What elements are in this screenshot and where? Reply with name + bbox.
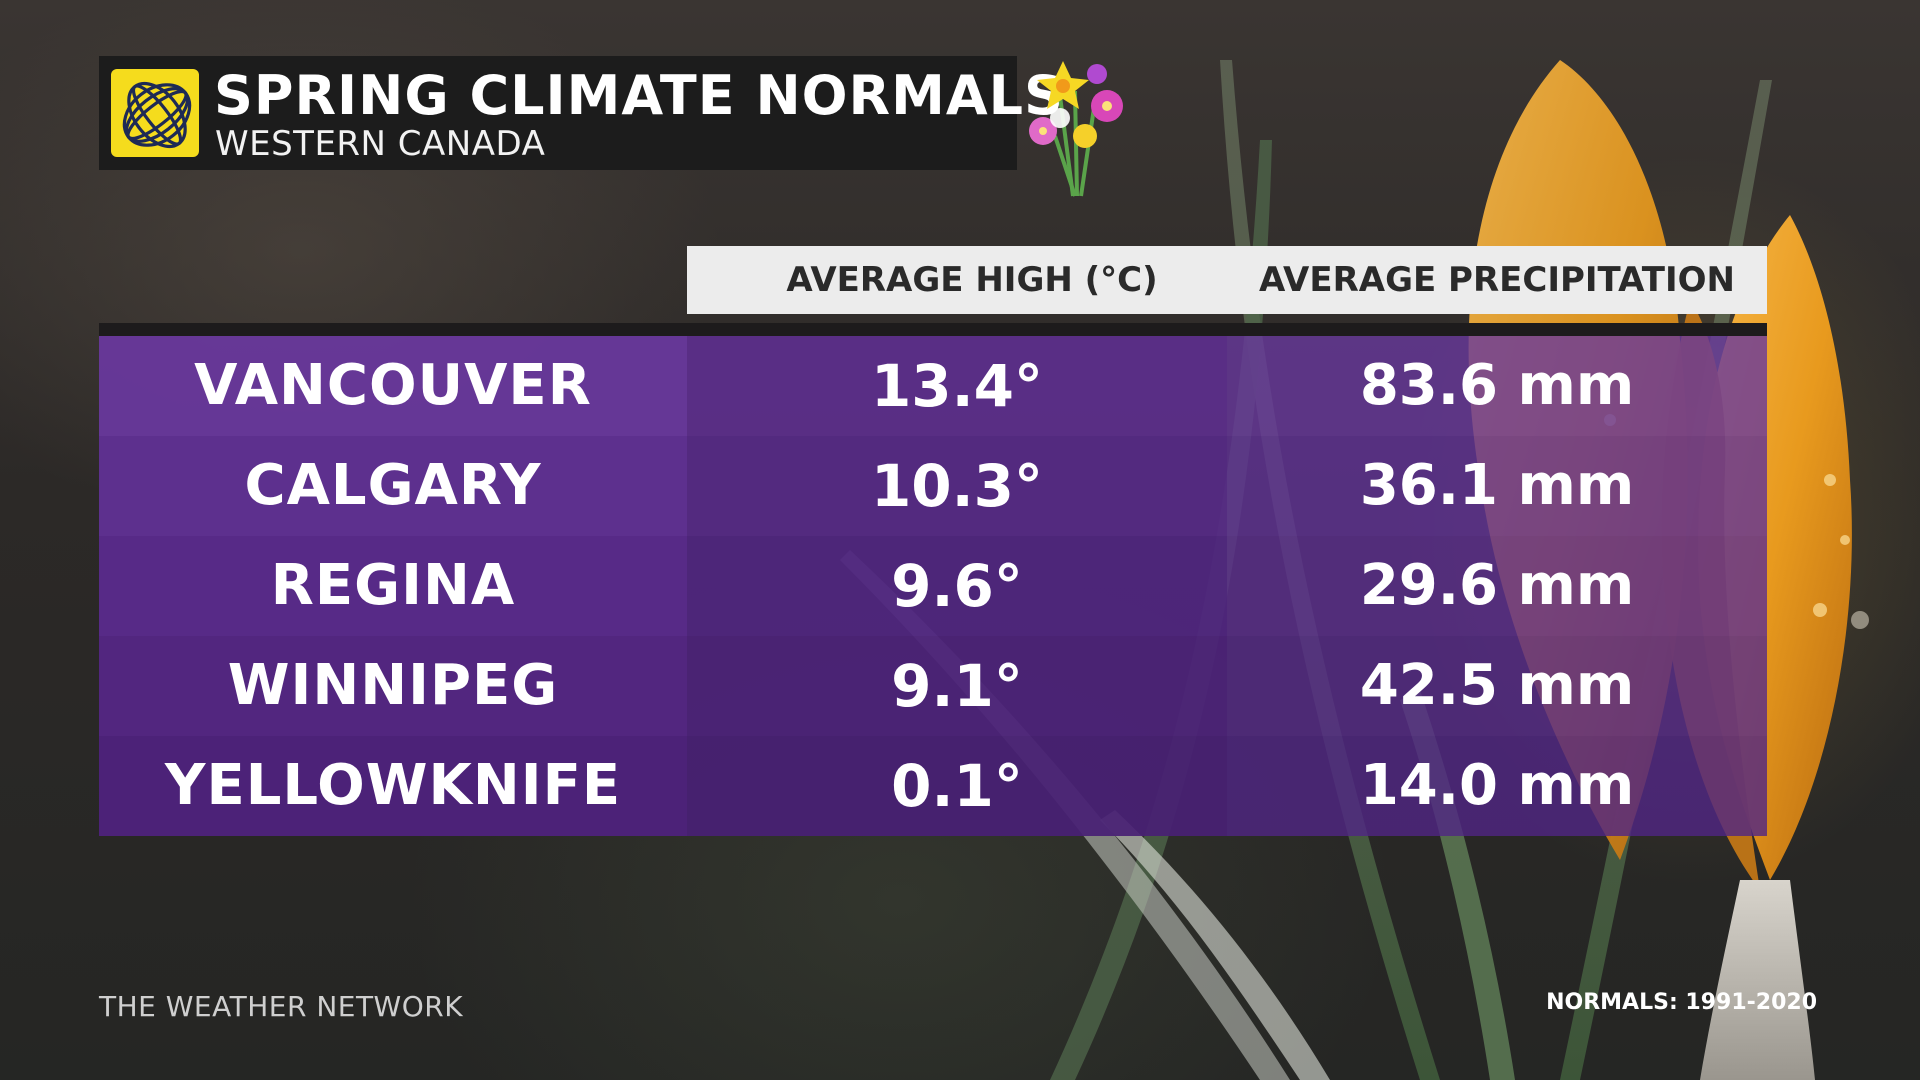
page-title: SPRING CLIMATE NORMALS: [214, 64, 1064, 127]
average-precipitation-value: 83.6 mm: [1227, 336, 1767, 436]
city-name: CALGARY: [99, 436, 687, 536]
table-row: VANCOUVER 13.4° 83.6 mm: [99, 336, 1767, 436]
average-precipitation-value: 14.0 mm: [1227, 736, 1767, 836]
average-precipitation-value: 36.1 mm: [1227, 436, 1767, 536]
weather-network-logo-icon: [111, 69, 199, 157]
average-precipitation-value: 42.5 mm: [1227, 636, 1767, 736]
table-divider: [99, 323, 1767, 336]
table-row: CALGARY 10.3° 36.1 mm: [99, 436, 1767, 536]
city-name: WINNIPEG: [99, 636, 687, 736]
average-high-value: 10.3°: [687, 436, 1227, 536]
city-name: VANCOUVER: [99, 336, 687, 436]
table-row: WINNIPEG 9.1° 42.5 mm: [99, 636, 1767, 736]
average-precipitation-value: 29.6 mm: [1227, 536, 1767, 636]
spring-flower-bouquet-icon: [1029, 61, 1123, 197]
normals-period-note: NORMALS: 1991-2020: [1546, 990, 1817, 1015]
average-high-value: 0.1°: [687, 736, 1227, 836]
page-subtitle: WESTERN CANADA: [215, 124, 546, 164]
average-high-value: 9.1°: [687, 636, 1227, 736]
column-header-average-high: AVERAGE HIGH (°C): [786, 260, 1158, 300]
city-name: YELLOWKNIFE: [99, 736, 687, 836]
average-high-value: 13.4°: [687, 336, 1227, 436]
title-banner: SPRING CLIMATE NORMALS WESTERN CANADA: [99, 56, 1063, 170]
table-header: AVERAGE HIGH (°C) AVERAGE PRECIPITATION: [687, 246, 1767, 314]
average-high-value: 9.6°: [687, 536, 1227, 636]
climate-normals-table: VANCOUVER 13.4° 83.6 mm CALGARY 10.3° 36…: [99, 336, 1767, 836]
column-header-average-precipitation: AVERAGE PRECIPITATION: [1259, 260, 1735, 300]
city-name: REGINA: [99, 536, 687, 636]
brand-footer: THE WEATHER NETWORK: [99, 990, 464, 1023]
table-row: REGINA 9.6° 29.6 mm: [99, 536, 1767, 636]
table-row: YELLOWKNIFE 0.1° 14.0 mm: [99, 736, 1767, 836]
